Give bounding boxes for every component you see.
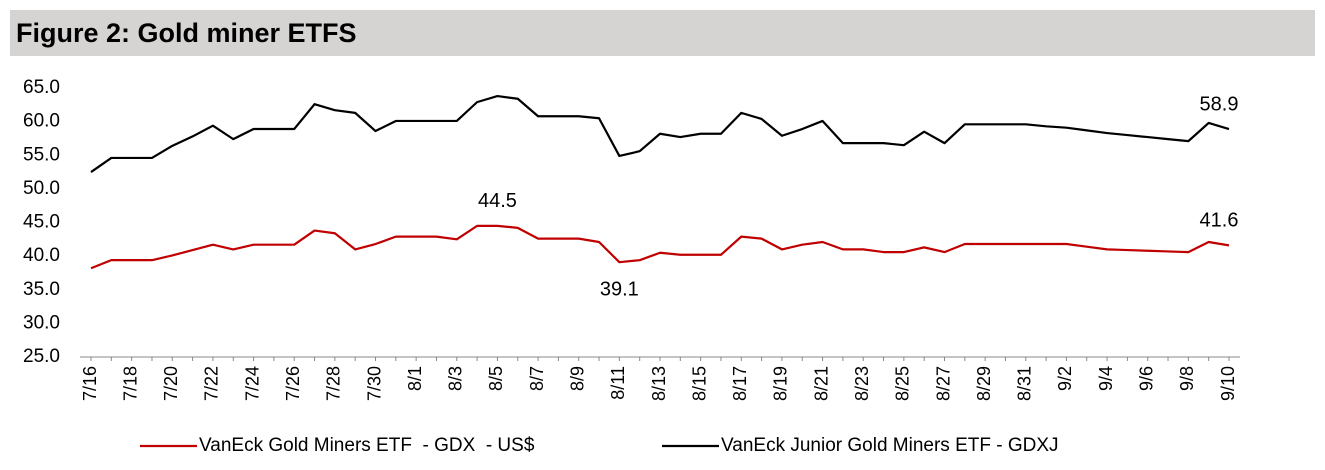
y-tick-label: 30.0 — [23, 312, 60, 333]
x-tick-label: 8/7 — [527, 366, 547, 391]
x-tick-label: 9/10 — [1218, 366, 1238, 401]
x-tick-label: 8/13 — [649, 366, 669, 401]
x-tick-label: 9/8 — [1177, 366, 1197, 391]
x-tick-label: 7/20 — [161, 366, 181, 401]
x-tick-label: 7/26 — [283, 366, 303, 401]
x-tick-label: 8/21 — [811, 366, 831, 401]
x-tick-label: 8/3 — [446, 366, 466, 391]
x-tick-label: 8/31 — [1015, 366, 1035, 401]
x-tick-label: 7/30 — [364, 366, 384, 401]
x-tick-label: 7/22 — [202, 366, 222, 401]
x-tick-label: 7/16 — [80, 366, 100, 401]
y-tick-label: 40.0 — [23, 245, 60, 266]
x-tick-label: 8/27 — [933, 366, 953, 401]
x-tick-label: 7/28 — [324, 366, 344, 401]
x-tick-label: 9/2 — [1055, 366, 1075, 391]
y-tick-label: 50.0 — [23, 178, 60, 199]
data-label: 39.1 — [600, 278, 639, 300]
data-label: 58.9 — [1200, 93, 1239, 115]
data-label: 41.6 — [1200, 210, 1239, 232]
legend-label: VanEck Junior Gold Miners ETF - GDXJ — [721, 435, 1059, 456]
title-band — [10, 10, 1315, 56]
x-tick-label: 7/24 — [242, 366, 262, 401]
x-tick-label: 8/29 — [974, 366, 994, 401]
x-tick-label: 8/17 — [730, 366, 750, 401]
data-label: 44.5 — [478, 190, 517, 212]
chart-title: Figure 2: Gold miner ETFS — [16, 18, 357, 48]
x-tick-label: 8/25 — [893, 366, 913, 401]
y-tick-label: 45.0 — [23, 212, 60, 233]
x-tick-label: 8/1 — [405, 366, 425, 391]
legend-label: VanEck Gold Miners ETF - GDX - US$ — [199, 435, 535, 456]
y-tick-label: 25.0 — [23, 346, 60, 367]
y-tick-label: 35.0 — [23, 279, 60, 300]
series-line — [90, 224, 1230, 270]
y-tick-label: 55.0 — [23, 144, 60, 165]
x-tick-label: 8/5 — [486, 366, 506, 391]
x-tick-label: 8/23 — [852, 366, 872, 401]
x-tick-label: 7/18 — [120, 366, 140, 401]
x-tick-label: 8/11 — [608, 366, 628, 400]
y-tick-label: 60.0 — [23, 111, 60, 132]
x-tick-label: 8/19 — [771, 366, 791, 401]
x-tick-label: 8/15 — [689, 366, 709, 401]
x-tick-label: 9/4 — [1096, 366, 1116, 391]
series-line — [90, 94, 1230, 173]
x-tick-label: 8/9 — [567, 366, 587, 391]
x-tick-label: 9/6 — [1136, 366, 1156, 391]
y-tick-label: 65.0 — [23, 77, 60, 98]
